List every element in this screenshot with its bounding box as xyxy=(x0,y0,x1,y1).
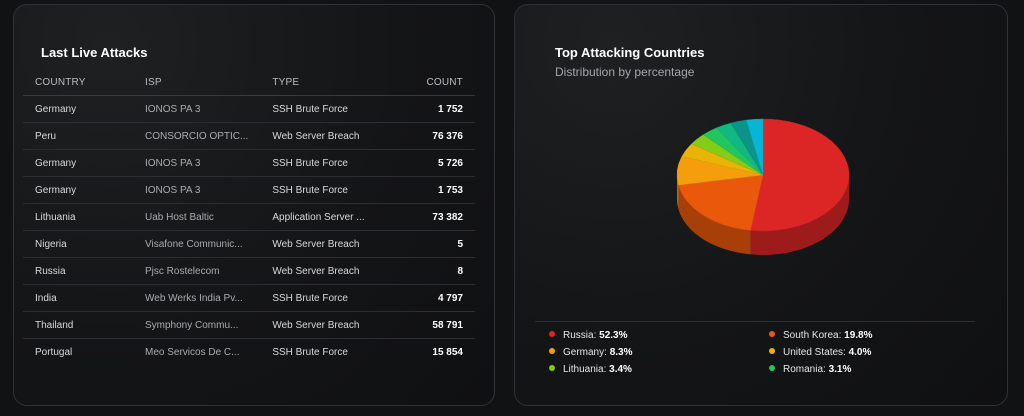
cell-type: SSH Brute Force xyxy=(260,176,415,204)
legend-label: Romania: xyxy=(783,364,826,375)
cell-country: Russia xyxy=(23,257,133,285)
cell-country: Nigeria xyxy=(23,230,133,258)
legend-value: 3.4% xyxy=(609,364,632,375)
countries-subtitle: Distribution by percentage xyxy=(555,65,695,79)
pie-slice[interactable] xyxy=(750,118,850,232)
legend-color-dot xyxy=(769,348,775,355)
table-row[interactable]: Portugal Meo Servicos De C... SSH Brute Fo… xyxy=(23,339,475,366)
cell-count: 8 xyxy=(414,257,475,285)
legend-color-dot xyxy=(549,365,555,372)
last-live-attacks-title: Last Live Attacks xyxy=(41,45,148,60)
cell-country: Germany xyxy=(23,149,133,177)
legend-label: United States: xyxy=(783,347,846,358)
attacking-countries-pie-chart xyxy=(676,118,850,255)
cell-isp: Visafone Communic... xyxy=(133,230,261,258)
legend-divider xyxy=(535,321,975,322)
pie-slice-side xyxy=(678,185,751,255)
attacks-table: COUNTRY ISP TYPE COUNT Germany IONOS PA 3… xyxy=(23,69,475,365)
legend-item[interactable]: Romania: 3.1% xyxy=(769,364,851,375)
legend-color-dot xyxy=(769,365,775,372)
column-header-count[interactable]: COUNT xyxy=(414,69,475,96)
top-attacking-countries-title: Top Attacking Countries xyxy=(555,45,705,60)
cell-count: 15 854 xyxy=(432,346,463,358)
column-header-isp[interactable]: ISP xyxy=(133,69,261,96)
legend-item[interactable]: Lithuania: 3.4% xyxy=(549,364,632,375)
legend-value: 52.3% xyxy=(599,330,628,341)
cell-type: SSH Brute Force xyxy=(260,95,415,123)
pie-slice[interactable] xyxy=(678,174,764,231)
cell-type: Web Server Breach xyxy=(260,122,415,150)
table-row[interactable]: India Web Werks India Pv... SSH Brute Forc… xyxy=(23,284,475,312)
pie-slice-side xyxy=(677,175,679,210)
top-attacking-countries-card: Top Attacking Countries Distribution by … xyxy=(514,4,1008,406)
legend-item[interactable]: Germany: 8.3% xyxy=(549,347,632,358)
cell-isp: IONOS PA 3 xyxy=(133,176,261,204)
table-row[interactable]: Russia Pjsc Rostelecom Web Server Breach 8 xyxy=(23,257,475,285)
legend-label: South Korea: xyxy=(783,330,842,341)
attacks-table-header: COUNTRY ISP TYPE COUNT xyxy=(23,69,475,96)
pie-slice[interactable] xyxy=(746,118,764,176)
legend-label: Germany: xyxy=(563,347,607,358)
cell-count: 5 xyxy=(414,230,475,258)
cell-type: Application Server ... xyxy=(260,203,415,231)
table-row[interactable]: Nigeria Visafone Communic... Web Server Br… xyxy=(23,230,475,258)
cell-count: 58 791 xyxy=(414,311,475,339)
legend-value: 4.0% xyxy=(848,347,872,358)
cell-country: Germany xyxy=(23,95,133,123)
cell-type: Web Server Breach xyxy=(260,230,415,258)
cell-isp: Meo Servicos De C... xyxy=(145,346,240,358)
cell-isp: Symphony Commu... xyxy=(133,311,261,339)
column-header-country[interactable]: COUNTRY xyxy=(23,69,133,96)
legend-label: Russia: xyxy=(563,330,597,341)
legend-value: 19.8% xyxy=(844,330,873,341)
legend-item[interactable]: South Korea: 19.8% xyxy=(769,330,873,341)
legend-color-dot xyxy=(549,331,555,338)
legend-label: Lithuania: xyxy=(563,364,607,375)
cell-isp: Web Werks India Pv... xyxy=(133,284,261,312)
cell-count: 5 726 xyxy=(414,149,475,177)
cell-count: 1 753 xyxy=(414,176,475,204)
cell-country: Germany xyxy=(23,176,133,204)
cell-isp: Uab Host Baltic xyxy=(133,203,261,231)
cell-type: Web Server Breach xyxy=(260,311,415,339)
cell-count: 1 752 xyxy=(414,95,475,123)
cell-type: SSH Brute Force xyxy=(260,149,415,177)
cell-isp: IONOS PA 3 xyxy=(133,149,261,177)
legend-item[interactable]: Russia: 52.3% xyxy=(549,330,628,341)
cell-type: SSH Brute Force xyxy=(272,346,348,358)
table-row[interactable]: Peru CONSORCIO OPTIC... Web Server Breach 7… xyxy=(23,122,475,150)
legend-item[interactable]: United States: 4.0% xyxy=(769,347,871,358)
column-header-type[interactable]: TYPE xyxy=(260,69,415,96)
last-live-attacks-card: Last Live Attacks COUNTRY ISP TYPE COUNT… xyxy=(13,4,495,406)
legend-color-dot xyxy=(549,348,555,355)
cell-country: Portugal xyxy=(35,346,73,358)
cell-isp: CONSORCIO OPTIC... xyxy=(133,122,261,150)
cell-country: India xyxy=(23,284,133,312)
cell-type: Web Server Breach xyxy=(260,257,415,285)
table-row[interactable]: Germany IONOS PA 3 SSH Brute Force 1 752 xyxy=(23,95,475,123)
pie-side-walls xyxy=(677,175,849,255)
cell-isp: IONOS PA 3 xyxy=(133,95,261,123)
table-row[interactable]: Thailand Symphony Commu... Web Server Brea… xyxy=(23,311,475,339)
cell-country: Lithuania xyxy=(23,203,133,231)
cell-count: 76 376 xyxy=(414,122,475,150)
cell-isp: Pjsc Rostelecom xyxy=(133,257,261,285)
table-row[interactable]: Germany IONOS PA 3 SSH Brute Force 1 753 xyxy=(23,176,475,204)
cell-country: Thailand xyxy=(23,311,133,339)
cell-country: Peru xyxy=(23,122,133,150)
cell-count: 4 797 xyxy=(414,284,475,312)
legend-color-dot xyxy=(769,331,775,338)
table-row[interactable]: Germany IONOS PA 3 SSH Brute Force 5 726 xyxy=(23,149,475,177)
cell-count: 73 382 xyxy=(414,203,475,231)
pie-slice-side xyxy=(750,175,849,255)
legend-value: 8.3% xyxy=(609,347,633,358)
cell-type: SSH Brute Force xyxy=(260,284,415,312)
table-row[interactable]: Lithuania Uab Host Baltic Application Serv… xyxy=(23,203,475,231)
legend-value: 3.1% xyxy=(828,364,852,375)
